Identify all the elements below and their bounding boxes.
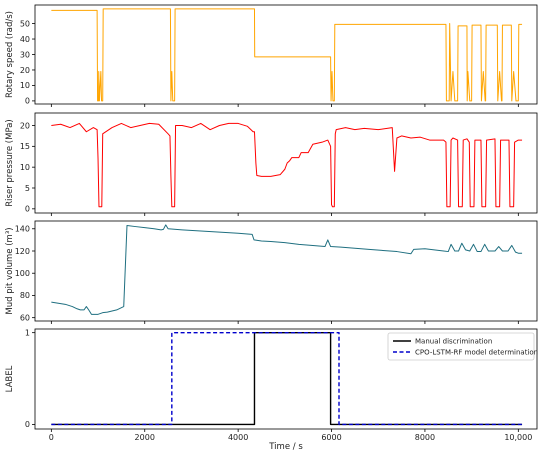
x-tick-label-1: 2000 [135,433,155,442]
y-tick-label-2-1: 5 [25,184,30,193]
plot-frame-4 [34,328,538,430]
y-tick-label-4-1: 1 [25,328,30,337]
y-tick-label-2-2: 10 [20,163,30,172]
y-tick-label-1-5: 50 [20,19,30,28]
y-tick-label-1-2: 20 [20,66,30,75]
y-tick-label-1-3: 30 [20,50,30,59]
series-line-2-1 [51,122,523,208]
chart-panel-1: 0 10 20 30 40 50 Rotary speed (rad/s) [5,4,538,107]
y-tick-label-1-0: 0 [25,97,30,106]
x-tick-label-2: 4000 [228,433,248,442]
plot-frame-3 [34,220,538,322]
legend-entry-2: CPO-LSTM-RF model determination [415,349,538,357]
chart-panel-4: 0 1 0 2000 4000 6000 8000 10,000 LABEL Time / s Ma… [5,328,538,452]
y-tick-label-3-1: 80 [20,291,30,300]
y-tick-label-2-4: 20 [20,121,30,130]
y-axis-label-1: Rotary speed (rad/s) [5,11,15,98]
x-tick-label-5: 10,000 [504,433,532,442]
y-tick-label-3-4: 140 [15,225,30,234]
x-tick-label-0: 0 [49,433,54,442]
y-axis-label-4: LABEL [5,365,15,392]
y-tick-label-2-3: 15 [20,142,30,151]
y-tick-label-3-2: 100 [15,269,30,278]
y-tick-label-1-4: 40 [20,35,30,44]
legend: Manual discrimination CPO-LSTM-RF model d… [387,332,538,361]
x-tick-label-4: 8000 [415,433,435,442]
series-line-4-2 [51,331,523,426]
y-axis-label-3: Mud pit volume (m³) [5,227,15,314]
y-tick-label-2-0: 0 [25,205,30,214]
x-axis-label: Time / s [268,442,303,452]
y-tick-label-4-0: 0 [25,420,30,429]
y-axis-label-2: Riser pressure (MPa) [5,119,15,206]
series-line-3-1 [51,224,523,315]
y-tick-label-3-3: 120 [15,247,30,256]
chart-panel-2: 0 5 10 15 20 Riser pressure (MPa) [5,112,538,216]
y-tick-label-3-0: 60 [20,313,30,322]
x-tick-label-3: 6000 [321,433,341,442]
plot-frame-2 [34,112,538,214]
series-line-1-1 [51,8,523,102]
legend-box [387,332,535,361]
legend-entry-1: Manual discrimination [415,338,492,346]
y-tick-label-1-1: 10 [20,81,30,90]
